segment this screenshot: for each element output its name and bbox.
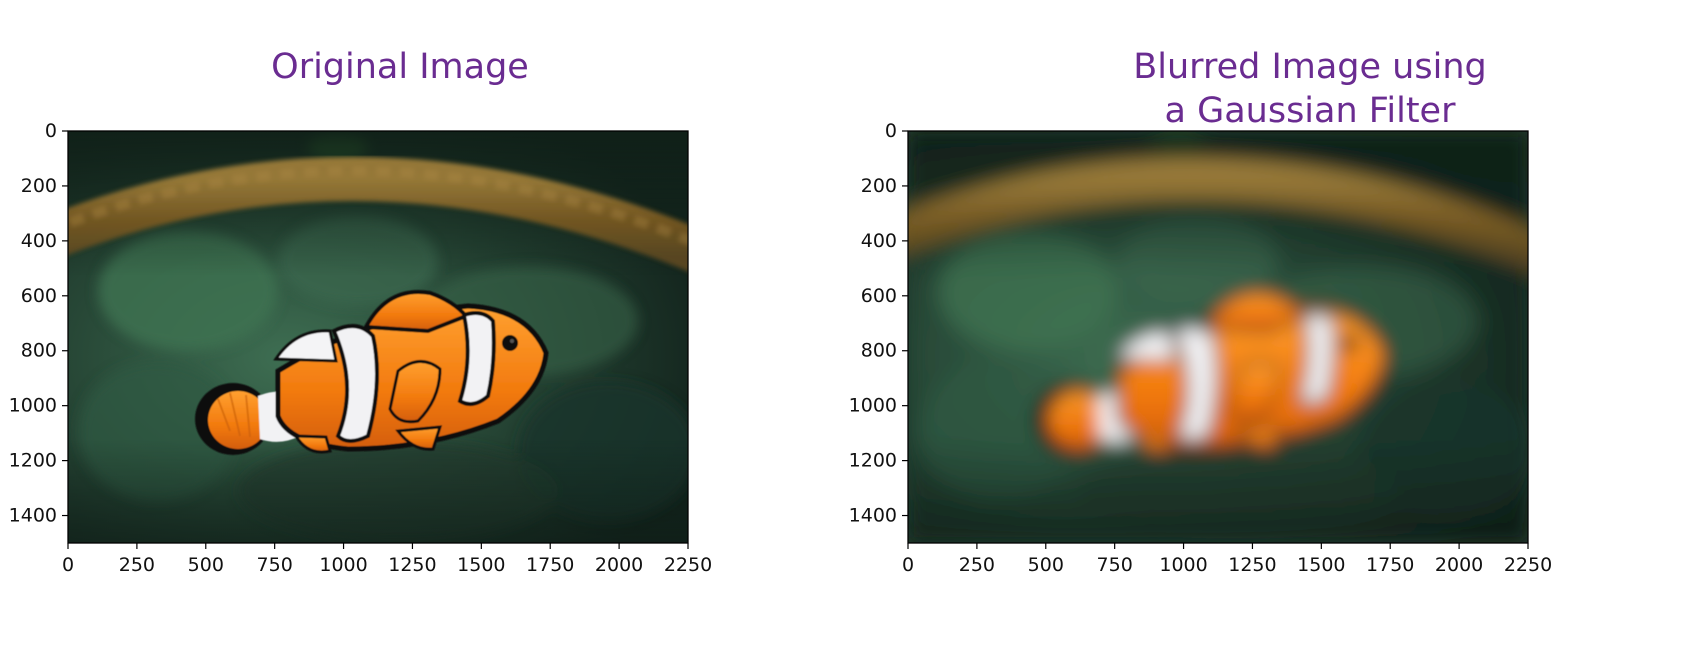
left-x-tick-label: 1500	[457, 554, 505, 576]
left-y-tick-label: 1400	[9, 505, 57, 527]
blurred-image	[908, 131, 1528, 543]
left-x-tick-label: 1750	[526, 554, 574, 576]
right-axes-ticks: 0 250 500 750 1000 1250 1500 1750 2000 2250 0 200 40…	[849, 120, 1553, 576]
right-chart-title: Blurred Image using a Gaussian Filter	[1133, 47, 1487, 131]
right-x-tick-label: 500	[1028, 554, 1064, 576]
right-y-tick-label: 1400	[849, 505, 897, 527]
left-y-tick-label: 200	[21, 175, 57, 197]
left-x-tick-label: 0	[62, 554, 74, 576]
right-x-tick-label: 250	[959, 554, 995, 576]
left-axes-ticks: 0 250 500 750 1000 1250 1500 1750 2000 2250 0 200 40…	[9, 120, 713, 576]
left-x-tick-label: 500	[188, 554, 224, 576]
right-y-tick-label: 400	[861, 230, 897, 252]
right-x-tick-label: 2250	[1504, 554, 1552, 576]
left-y-tick-label: 0	[45, 120, 57, 142]
original-image	[48, 131, 708, 543]
left-y-tick-label: 800	[21, 340, 57, 362]
right-x-tick-label: 1500	[1297, 554, 1345, 576]
right-y-tick-label: 1000	[849, 395, 897, 417]
right-x-tick-label: 1000	[1159, 554, 1207, 576]
right-x-tick-label: 1250	[1228, 554, 1276, 576]
right-y-tick-label: 200	[861, 175, 897, 197]
right-y-tick-label: 800	[861, 340, 897, 362]
right-x-tick-label: 750	[1097, 554, 1133, 576]
left-y-tick-label: 1200	[9, 450, 57, 472]
right-x-tick-label: 2000	[1435, 554, 1483, 576]
left-chart-title: Original Image	[271, 47, 529, 87]
left-y-tick-label: 600	[21, 285, 57, 307]
right-x-tick-label: 0	[902, 554, 914, 576]
left-x-tick-label: 1250	[388, 554, 436, 576]
left-x-tick-label: 1000	[319, 554, 367, 576]
left-x-tick-label: 750	[257, 554, 293, 576]
right-x-tick-label: 1750	[1366, 554, 1414, 576]
left-axes-frame	[67, 130, 689, 544]
left-x-tick-label: 2000	[595, 554, 643, 576]
right-y-tick-label: 1200	[849, 450, 897, 472]
right-axes-frame	[907, 130, 1529, 544]
left-y-tick-label: 400	[21, 230, 57, 252]
left-x-tick-label: 250	[119, 554, 155, 576]
left-x-tick-label: 2250	[664, 554, 712, 576]
right-y-tick-label: 0	[885, 120, 897, 142]
left-y-tick-label: 1000	[9, 395, 57, 417]
right-y-tick-label: 600	[861, 285, 897, 307]
